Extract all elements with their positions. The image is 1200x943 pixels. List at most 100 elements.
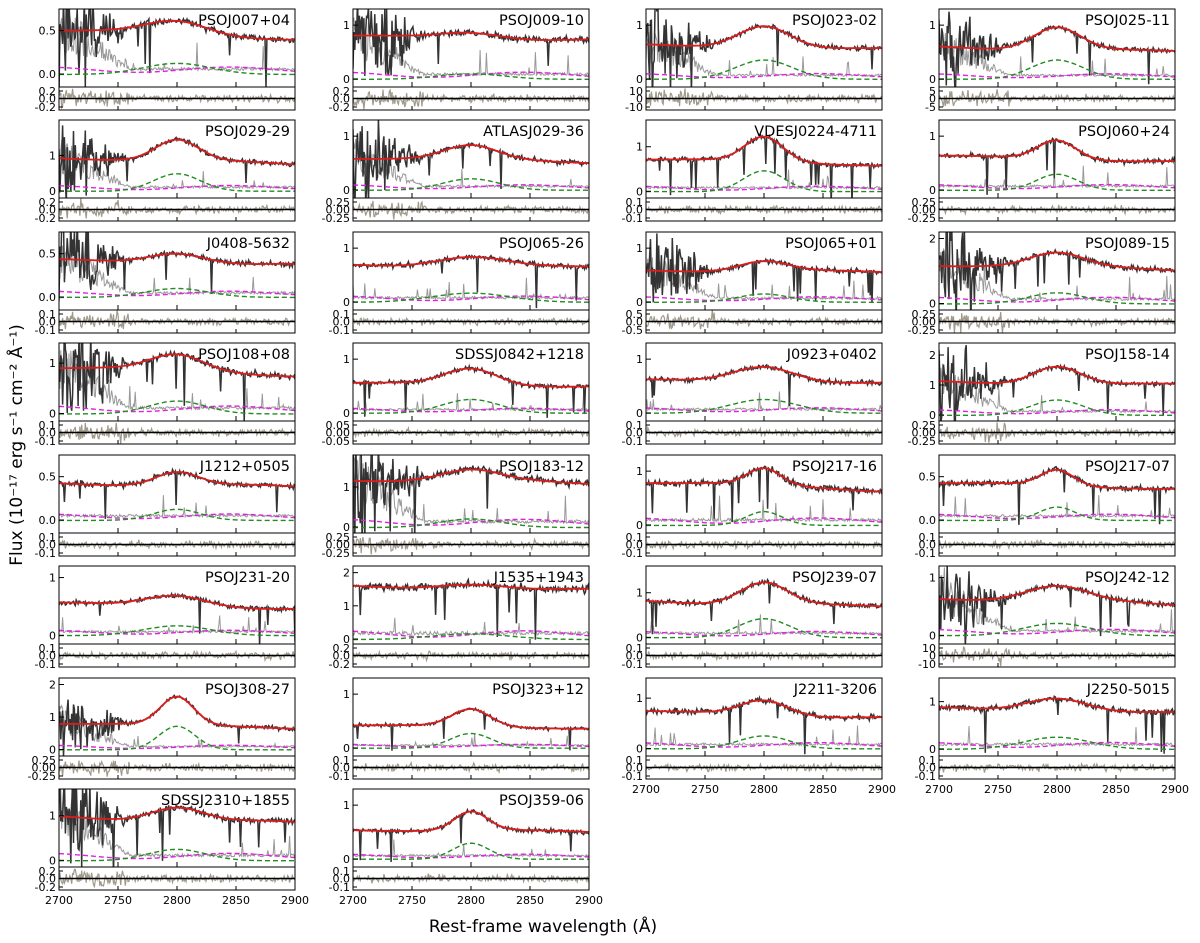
residual-tick-label: -0.1 bbox=[35, 435, 56, 448]
residual-tick-label: 0.2 bbox=[39, 865, 57, 878]
panel-plot-area bbox=[353, 363, 589, 418]
y-tick-label: 0.0 bbox=[39, 291, 57, 304]
error-spectrum bbox=[353, 455, 589, 525]
mgii-line-component bbox=[59, 173, 295, 192]
residual-tick-label: 0.00 bbox=[326, 204, 351, 217]
panel-plot-area bbox=[939, 232, 1175, 310]
residual-tick-label: 0.2 bbox=[39, 196, 57, 209]
y-tick-label: 1 bbox=[343, 242, 350, 255]
residual-tick-label: 0.1 bbox=[919, 531, 937, 544]
y-tick-label: 0 bbox=[929, 629, 936, 642]
residual-tick-label: 0.1 bbox=[39, 419, 57, 432]
panel-plot-area bbox=[646, 577, 882, 639]
residual-tick-label: 0.25 bbox=[912, 419, 937, 432]
residual-tick-label: 0.2 bbox=[333, 642, 351, 655]
residual-tick-label: 0.0 bbox=[39, 316, 57, 329]
panel-title: PSOJ065-26 bbox=[499, 236, 584, 252]
residual-spectrum bbox=[353, 316, 589, 327]
residual-tick-label: 0.25 bbox=[912, 196, 937, 209]
error-spectrum bbox=[59, 9, 295, 73]
x-tick-label: 2850 bbox=[516, 894, 544, 907]
residual-tick-label: 0.1 bbox=[333, 308, 351, 321]
residual-tick-label: -0.1 bbox=[35, 547, 56, 560]
panel-plot-area bbox=[59, 467, 295, 522]
residual-spectrum bbox=[59, 310, 295, 330]
best-fit-model bbox=[353, 144, 589, 164]
observed-spectrum bbox=[59, 467, 295, 519]
y-tick-label: 1 bbox=[49, 810, 56, 823]
panel-plot-area bbox=[353, 9, 589, 80]
y-tick-label: 1 bbox=[343, 799, 350, 812]
panel-plot-area bbox=[939, 695, 1175, 754]
residual-tick-label: 0.00 bbox=[326, 427, 351, 440]
panel-title: PSOJ007+04 bbox=[198, 13, 290, 29]
observed-spectrum bbox=[646, 363, 882, 407]
residual-tick-label: -0.25 bbox=[908, 435, 936, 448]
y-tick-label: 1 bbox=[343, 688, 350, 701]
y-tick-label: 0.5 bbox=[919, 471, 937, 484]
error-spectrum bbox=[353, 277, 589, 301]
residual-tick-label: 0.1 bbox=[39, 308, 57, 321]
observed-spectrum bbox=[353, 807, 589, 863]
panel-plot-area bbox=[59, 125, 295, 198]
residual-tick-label: -0.25 bbox=[908, 324, 936, 337]
y-tick-label: 1 bbox=[49, 357, 56, 370]
spectrum-panel: 2 1 0 PSOJ308-27 0.250.00-0.25 bbox=[28, 677, 296, 783]
best-fit-model bbox=[59, 353, 295, 378]
panel-title: J0923+0402 bbox=[786, 347, 877, 363]
residual-tick-label: -0.2 bbox=[329, 658, 350, 671]
best-fit-model bbox=[646, 260, 882, 273]
residual-tick-label: 0.0 bbox=[626, 762, 644, 775]
x-tick-label: 2700 bbox=[925, 783, 953, 796]
panel-title: PSOJ231-20 bbox=[205, 570, 290, 586]
y-tick-label: 0 bbox=[49, 629, 56, 642]
spectrum-panel: 1 0 PSOJ108+08 0.10.0-0.1 bbox=[35, 342, 296, 448]
residual-tick-label: -0.1 bbox=[35, 658, 56, 671]
residual-tick-label: 0.1 bbox=[333, 754, 351, 767]
panel-title: PSOJ065+01 bbox=[785, 236, 877, 252]
x-tick-label: 2800 bbox=[163, 894, 191, 907]
spectrum-panel: 1 0 PSOJ323+12 0.10.0-0.1 bbox=[329, 677, 590, 783]
x-tick-label: 2900 bbox=[575, 894, 603, 907]
residual-tick-label: 0.0 bbox=[919, 762, 937, 775]
y-tick-label: 0 bbox=[636, 185, 643, 198]
y-tick-label: 0 bbox=[49, 407, 56, 420]
feii-template bbox=[939, 183, 1175, 190]
panel-plot-area bbox=[646, 233, 882, 304]
x-tick-label: 2800 bbox=[750, 783, 778, 796]
panel-plot-area bbox=[59, 343, 295, 421]
error-spectrum bbox=[939, 495, 1175, 519]
y-tick-label: 0 bbox=[49, 185, 56, 198]
best-fit-model bbox=[939, 251, 1175, 272]
x-tick-label: 2750 bbox=[398, 894, 426, 907]
y-tick-label: 0 bbox=[636, 296, 643, 309]
y-tick-label: 0 bbox=[636, 73, 643, 86]
mgii-line-component bbox=[646, 59, 882, 80]
panel-plot-area bbox=[353, 455, 589, 533]
error-spectrum bbox=[646, 614, 882, 636]
residual-tick-label: 0.0 bbox=[39, 650, 57, 663]
x-tick-label: 2750 bbox=[691, 783, 719, 796]
panel-title: PSOJ108+08 bbox=[198, 347, 290, 363]
y-tick-label: 1 bbox=[636, 141, 643, 154]
residual-tick-label: 0.00 bbox=[326, 539, 351, 552]
spectrum-panel: 1 0 VDESJ0224-4711 0.10.0-0.1 bbox=[622, 119, 883, 225]
error-spectrum bbox=[939, 165, 1175, 189]
residual-tick-label: 0.0 bbox=[626, 316, 644, 329]
best-fit-model bbox=[59, 471, 295, 488]
residual-tick-label: 0.5 bbox=[626, 308, 644, 321]
residual-tick-label: 0.1 bbox=[919, 754, 937, 767]
residual-tick-label: 0.1 bbox=[333, 865, 351, 878]
y-tick-label: 2 bbox=[929, 349, 936, 362]
residual-tick-label: 0.1 bbox=[39, 642, 57, 655]
best-fit-model bbox=[646, 699, 882, 719]
x-tick-label: 2800 bbox=[457, 894, 485, 907]
residual-tick-label: -0.25 bbox=[908, 212, 936, 225]
residual-tick-label: 0.25 bbox=[32, 754, 57, 767]
panel-title: PSOJ025-11 bbox=[1085, 13, 1170, 29]
